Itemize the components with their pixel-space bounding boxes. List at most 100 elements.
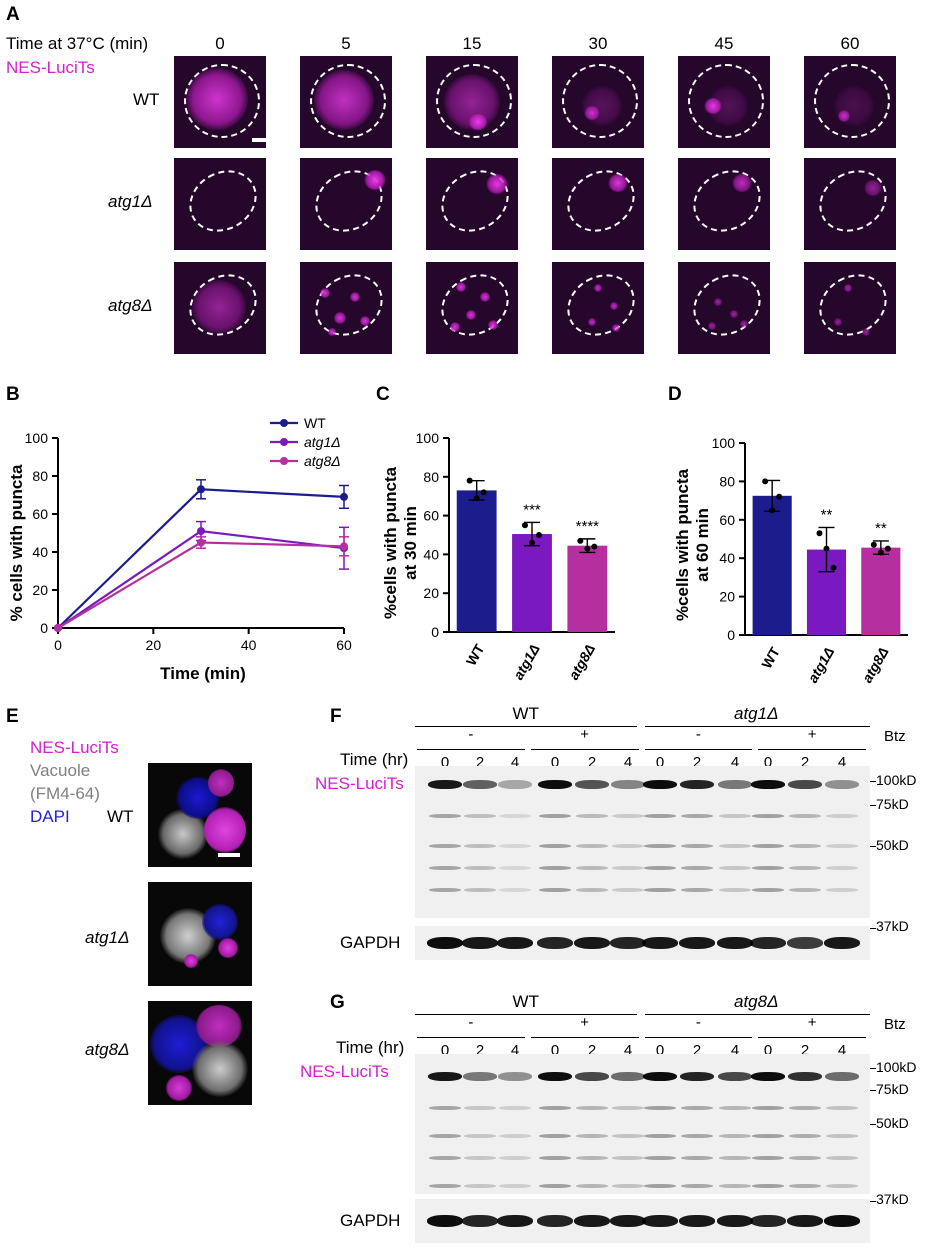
degradation-band	[539, 866, 571, 870]
lane-time-label: 4	[837, 754, 847, 771]
fluorescent-punctum	[456, 282, 466, 292]
protein-band	[718, 1072, 752, 1081]
degradation-band	[539, 814, 571, 818]
legend-reporter: NES-LuciTs	[30, 738, 119, 757]
replicate-point	[877, 549, 884, 556]
fluorescent-punctum	[488, 320, 498, 330]
gapdh-band	[750, 1215, 786, 1227]
lane-time-label: 2	[475, 754, 485, 771]
treatment-divider	[417, 749, 525, 750]
btz-plus: +	[807, 1014, 817, 1031]
degradation-band	[499, 1134, 531, 1138]
category-label: atg8Δ	[565, 641, 598, 682]
scale-bar	[218, 853, 240, 857]
gapdh-band	[497, 937, 533, 949]
panel-label-e: E	[6, 706, 19, 727]
degradation-band	[644, 1134, 676, 1138]
x-tick-label: 60	[336, 637, 352, 653]
treatment-divider	[758, 1037, 866, 1038]
fluorescent-punctum	[486, 174, 508, 194]
degradation-band	[499, 1156, 531, 1160]
degradation-band	[576, 888, 608, 892]
bar	[512, 534, 552, 632]
gapdh-band	[717, 937, 753, 949]
marker-tick	[870, 1068, 876, 1069]
degradation-band	[576, 1106, 608, 1110]
protein-band	[825, 780, 859, 789]
y-tick-label: 0	[727, 627, 735, 643]
line-chart-b: % cells with puncta Time (min) 0 20 40 60 80…	[7, 415, 352, 683]
treatment-divider	[530, 1037, 639, 1038]
degradation-band	[789, 1134, 821, 1138]
category-label: WT	[758, 644, 783, 671]
replicate-point	[480, 489, 487, 496]
y-axis-label-line2: at 30 min	[401, 506, 420, 580]
y-tick-label: 100	[25, 430, 49, 446]
marker-37kd: 37kD	[876, 1191, 909, 1207]
lane-time-label: 0	[763, 1042, 773, 1059]
western-blot-reporter	[415, 1054, 870, 1194]
treatment-divider	[417, 1037, 525, 1038]
replicate-point	[823, 545, 830, 552]
degradation-band	[499, 888, 531, 892]
degradation-band	[681, 844, 713, 848]
degradation-band	[576, 1184, 608, 1188]
fluorescent-punctum	[588, 318, 596, 326]
degradation-band	[644, 1156, 676, 1160]
degradation-band	[539, 888, 571, 892]
degradation-band	[719, 814, 751, 818]
degradation-band	[429, 1106, 461, 1110]
degradation-band	[612, 844, 644, 848]
micrograph-cell	[300, 158, 392, 250]
treatment-divider	[758, 749, 866, 750]
degradation-band	[429, 814, 461, 818]
cell-outline	[688, 64, 764, 138]
replicate-point	[870, 541, 877, 548]
replicate-point	[522, 522, 528, 529]
degradation-band	[539, 1134, 571, 1138]
replicate-point	[776, 493, 783, 500]
cell-outline	[808, 262, 896, 348]
btz-plus: +	[580, 1014, 589, 1031]
lane-time-label: 4	[837, 1042, 847, 1059]
protein-band	[428, 1072, 462, 1081]
legend-label: atg1Δ	[304, 434, 341, 450]
legend-marker	[280, 457, 288, 465]
gapdh-label: GAPDH	[340, 1211, 401, 1230]
cell-outline	[430, 158, 518, 244]
degradation-band	[789, 814, 821, 818]
degradation-band	[719, 1156, 751, 1160]
marker-75kd: 75kD	[876, 796, 909, 812]
gapdh-band	[642, 937, 678, 949]
degradation-band	[826, 1134, 858, 1138]
protein-band	[538, 1072, 572, 1081]
reporter-label: NES-LuciTs	[6, 58, 95, 77]
lane-time-label: 4	[510, 1042, 520, 1059]
fluorescent-punctum	[360, 316, 370, 326]
y-tick-label: 60	[423, 508, 439, 524]
degradation-band	[719, 1134, 751, 1138]
cell-outline	[808, 158, 896, 244]
fluorescent-punctum	[364, 170, 386, 190]
replicate-point	[529, 539, 535, 546]
western-blot-reporter	[415, 766, 870, 918]
micrograph-cell	[804, 262, 896, 354]
protein-band	[575, 780, 609, 789]
btz-minus: -	[695, 1014, 701, 1031]
protein-band	[643, 780, 677, 789]
time-label: Time at 37°C (min)	[6, 34, 149, 53]
marker-tick	[870, 805, 876, 806]
gapdh-band	[679, 1215, 715, 1227]
strain-divider	[644, 1014, 870, 1015]
btz-plus: +	[580, 726, 589, 743]
lane-time-label: 0	[763, 754, 773, 771]
degradation-band	[576, 844, 608, 848]
marker-100kd: 100kD	[876, 1059, 917, 1075]
lane-time-label: 2	[587, 754, 597, 771]
y-tick-label: 80	[719, 473, 735, 489]
fluorescent-punctum	[862, 328, 870, 336]
degradation-band	[752, 1134, 784, 1138]
fluorescent-punctum	[594, 284, 602, 292]
y-tick-label: 40	[32, 544, 48, 560]
legend-vacuole: Vacuole	[30, 761, 91, 780]
